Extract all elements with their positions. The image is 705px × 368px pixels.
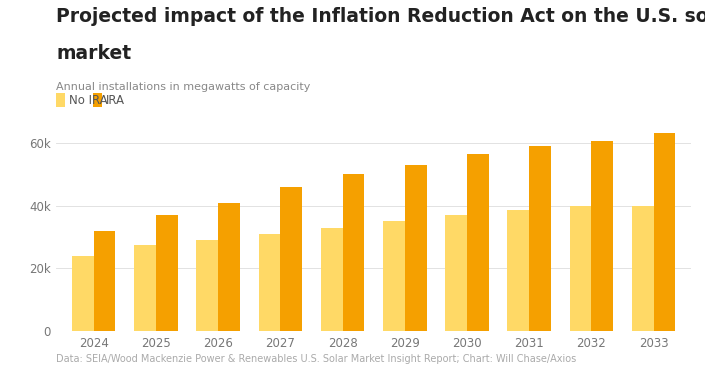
Bar (508, 210, 529, 331)
Bar (654, 134, 675, 331)
Text: IRA: IRA (106, 94, 125, 107)
Bar (591, 141, 613, 331)
Bar (570, 206, 591, 331)
Text: Data: SEIA/Wood Mackenzie Power & Renewables U.S. Solar Market Insight Report; C: Data: SEIA/Wood Mackenzie Power & Renewa… (56, 354, 577, 364)
Bar (94, 231, 116, 331)
Bar (156, 215, 178, 331)
Bar (281, 187, 302, 331)
Text: market: market (56, 44, 132, 63)
Bar (383, 221, 405, 331)
Text: No IRA: No IRA (69, 94, 108, 107)
Bar (259, 234, 281, 331)
Bar (632, 206, 654, 331)
Bar (218, 202, 240, 331)
Bar (72, 256, 94, 331)
Bar (405, 165, 427, 331)
Bar (321, 228, 343, 331)
Text: Annual installations in megawatts of capacity: Annual installations in megawatts of cap… (56, 82, 311, 92)
Bar (445, 215, 467, 331)
Bar (529, 146, 551, 331)
Bar (343, 174, 364, 331)
Text: Projected impact of the Inflation Reduction Act on the U.S. solar: Projected impact of the Inflation Reduct… (56, 7, 705, 26)
Bar (197, 240, 218, 331)
Bar (467, 154, 489, 331)
Bar (134, 245, 156, 331)
